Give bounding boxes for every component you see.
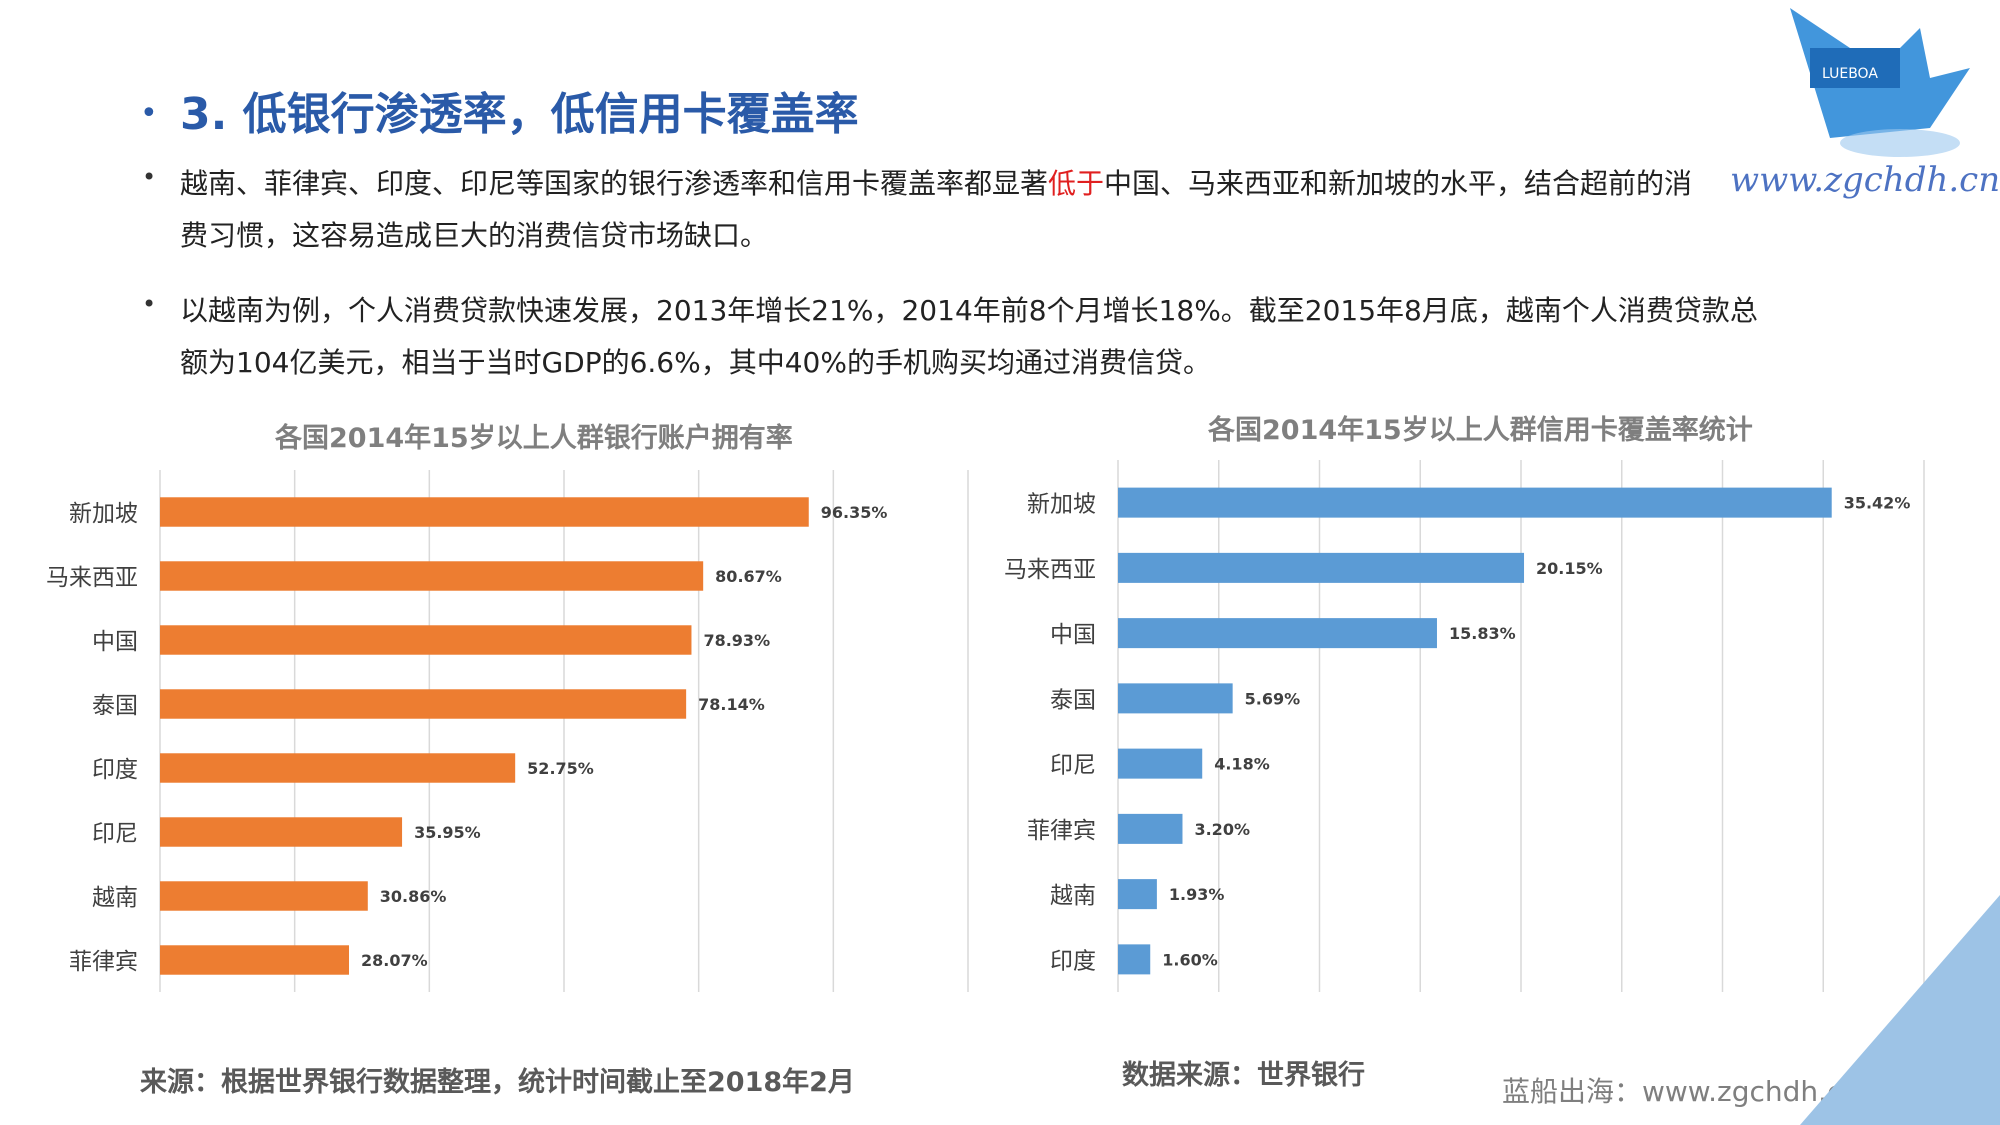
chart-2-data-label: 1.93% [1169, 885, 1225, 904]
chart-1-bar [160, 689, 687, 719]
logo: LUEBOA [1770, 8, 1970, 162]
chart-2-category-label: 印度 [1050, 948, 1096, 974]
bullet-1-part1: 越南、菲律宾、印度、印尼等国家的银行渗透率和信用卡覆盖率都显著 [180, 167, 1049, 200]
bullet-1-highlight: 低于 [1048, 167, 1105, 200]
chart-2-category-label: 新加坡 [1027, 492, 1096, 518]
chart-bank-account: 0.00%20.00%40.00%60.00%80.00%100.00%120.… [46, 470, 969, 992]
chart-2-data-label: 15.83% [1449, 624, 1516, 643]
chart-1-data-label: 52.75% [527, 759, 594, 778]
chart-1-bar [160, 817, 403, 847]
chart-1-bar [160, 625, 692, 655]
footer-text: 蓝船出海：www.zgchdh.cn [1502, 1075, 1861, 1108]
chart-2-bar [1118, 813, 1183, 844]
chart-1-category-label: 中国 [92, 629, 138, 655]
chart-1-category-label: 印度 [92, 757, 138, 783]
chart-2-category-label: 马来西亚 [1004, 557, 1096, 583]
chart-1-bar [160, 753, 516, 783]
bullet-dot-1: • [142, 163, 157, 191]
chart-2-bar [1118, 683, 1233, 714]
chart-1-data-label: 80.67% [715, 567, 782, 586]
chart-2-title: 各国2014年15岁以上人群信用卡覆盖率统计 [1208, 415, 1753, 446]
bullet-1: 越南、菲律宾、印度、印尼等国家的银行渗透率和信用卡覆盖率都显著低于中国、马来西亚… [180, 158, 1880, 262]
chart-2-bar [1118, 879, 1157, 910]
chart-2-bar [1118, 944, 1151, 975]
slide-title: 3. 低银行渗透率，低信用卡覆盖率 [180, 89, 859, 140]
chart-2-data-label: 35.42% [1844, 494, 1911, 513]
logo-text: LUEBOA [1822, 66, 1878, 82]
chart-1-data-label: 30.86% [380, 887, 447, 906]
bullet-2: 以越南为例，个人消费贷款快速发展，2013年增长21%，2014年前8个月增长1… [180, 285, 1880, 389]
bullet-1-line2: 费习惯，这容易造成巨大的消费信贷市场缺口。 [180, 219, 769, 252]
chart-credit-card: 0.00%5.00%10.00%15.00%20.00%25.00%30.00%… [1004, 460, 1925, 992]
chart-2-category-label: 印尼 [1050, 753, 1096, 779]
chart-2-category-label: 越南 [1050, 883, 1096, 909]
chart-2-data-label: 4.18% [1214, 755, 1270, 774]
chart-2-bar [1118, 618, 1437, 649]
chart-1-bar [160, 497, 809, 527]
chart-2-category-label: 菲律宾 [1027, 818, 1096, 844]
chart-1-data-label: 28.07% [361, 951, 428, 970]
chart-1-category-label: 印尼 [92, 821, 138, 847]
chart-1-data-label: 96.35% [821, 503, 888, 522]
chart-2-bar [1118, 552, 1525, 583]
chart-2-bar [1118, 487, 1832, 518]
bullet-1-part2: 中国、马来西亚和新加坡的水平，结合超前的消 [1104, 167, 1693, 200]
chart-1-title: 各国2014年15岁以上人群银行账户拥有率 [275, 423, 793, 454]
chart-1-category-label: 泰国 [92, 693, 138, 719]
bullet-2-line2: 额为104亿美元，相当于当时GDP的6.6%，其中40%的手机购买均通过消费信贷… [180, 346, 1211, 379]
chart-2-data-label: 20.15% [1536, 559, 1603, 578]
chart-2-bar [1118, 748, 1203, 779]
chart-1-data-label: 78.14% [698, 695, 765, 714]
chart-1-source: 来源：根据世界银行数据整理，统计时间截止至2018年2月 [140, 1067, 855, 1098]
bullet-2-line1: 以越南为例，个人消费贷款快速发展，2013年增长21%，2014年前8个月增长1… [180, 294, 1758, 327]
chart-2-data-label: 5.69% [1245, 689, 1301, 708]
chart-1-category-label: 菲律宾 [69, 949, 138, 975]
chart-2-data-label: 3.20% [1194, 820, 1250, 839]
chart-1-data-label: 78.93% [703, 631, 770, 650]
chart-1-data-label: 35.95% [414, 823, 481, 842]
corner-decoration [1800, 895, 2000, 1125]
chart-1-bar [160, 561, 704, 591]
title-bullet: • [140, 96, 158, 131]
watermark: www.zgchdh.cn [1730, 160, 2000, 200]
chart-1-category-label: 新加坡 [69, 501, 138, 527]
chart-1-category-label: 马来西亚 [46, 565, 138, 591]
chart-2-data-label: 1.60% [1162, 950, 1218, 969]
chart-2-category-label: 泰国 [1050, 687, 1096, 713]
chart-1-bar [160, 881, 368, 911]
chart-2-category-label: 中国 [1050, 622, 1096, 648]
bullet-dot-2: • [142, 290, 157, 318]
chart-1-category-label: 越南 [92, 885, 138, 911]
chart-1-bar [160, 945, 350, 975]
chart-2-source: 数据来源：世界银行 [1122, 1060, 1365, 1091]
